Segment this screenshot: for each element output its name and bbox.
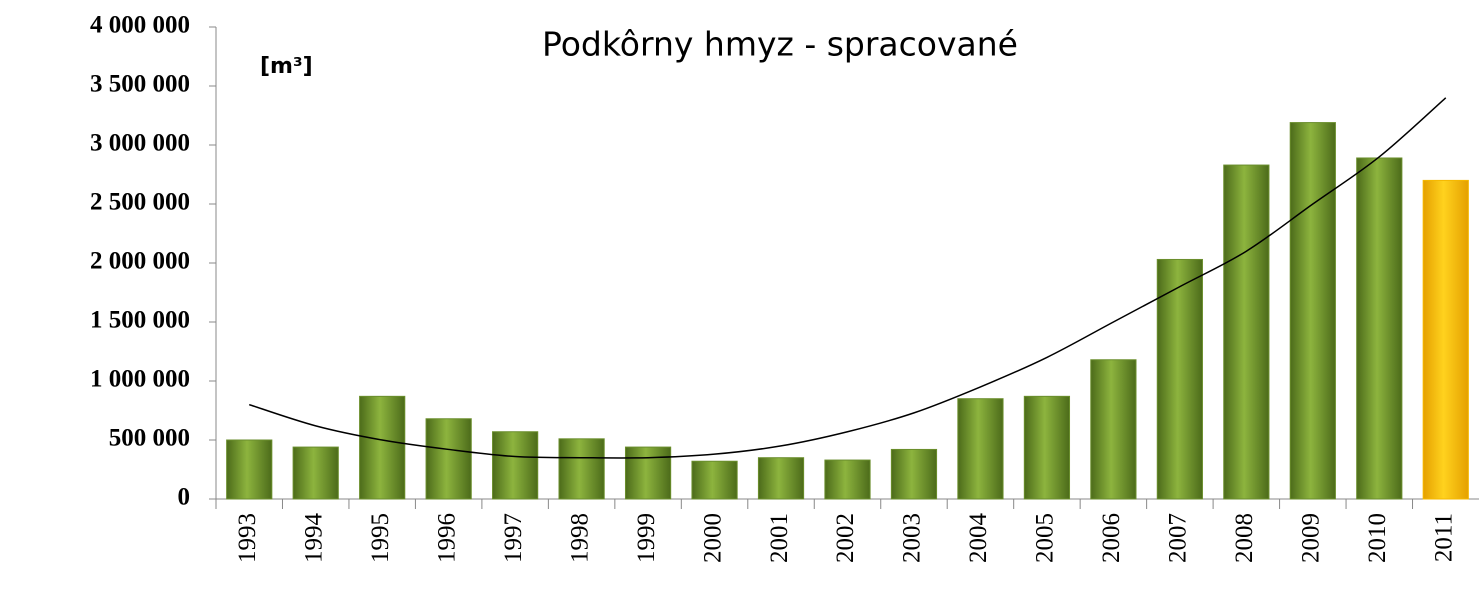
bar xyxy=(292,446,339,500)
x-tick-label: 2002 xyxy=(832,513,859,563)
bar xyxy=(558,438,605,500)
x-tick-label: 2007 xyxy=(1165,513,1192,563)
x-tick-label: 2000 xyxy=(699,513,726,563)
bar xyxy=(1090,359,1137,500)
bar xyxy=(492,431,539,500)
bar xyxy=(1289,122,1336,500)
y-tick-label: 3 000 000 xyxy=(90,130,190,157)
y-tick-label: 3 500 000 xyxy=(90,71,190,98)
y-tick-label: 2 000 000 xyxy=(90,248,190,275)
x-tick-label: 1999 xyxy=(633,513,660,563)
y-tick-label: 0 xyxy=(178,484,191,511)
x-tick-label: 2010 xyxy=(1364,513,1391,563)
x-tick-label: 2005 xyxy=(1032,513,1059,563)
y-tick-label: 2 500 000 xyxy=(90,189,190,216)
trend-line xyxy=(249,97,1447,459)
y-tick-label: 1 500 000 xyxy=(90,307,190,334)
x-tick-label: 1996 xyxy=(433,513,460,563)
x-tick-label: 2001 xyxy=(766,513,793,563)
x-tick-label: 2008 xyxy=(1231,513,1258,563)
bar xyxy=(1356,157,1403,500)
x-tick-label: 2004 xyxy=(965,513,992,564)
y-tick-label: 4 000 000 xyxy=(90,12,190,39)
bar xyxy=(757,457,805,500)
bar xyxy=(1023,395,1071,500)
bar xyxy=(824,459,871,500)
y-axis-label: [m³] xyxy=(260,54,313,79)
bar xyxy=(1156,258,1203,500)
y-tick-label: 1 000 000 xyxy=(90,366,190,393)
x-tick-label: 1993 xyxy=(234,513,261,563)
x-tick-label: 2009 xyxy=(1298,513,1325,563)
x-tick-label: 2006 xyxy=(1098,513,1125,563)
bar xyxy=(890,448,938,500)
x-tick-label: 1997 xyxy=(500,513,527,563)
x-tick-label: 1994 xyxy=(300,513,327,564)
x-tick-label: 2011 xyxy=(1430,513,1457,562)
bar xyxy=(226,439,273,500)
x-tick-label: 2003 xyxy=(899,513,926,563)
bar xyxy=(1422,179,1469,500)
bar xyxy=(425,418,472,500)
bar xyxy=(359,395,406,500)
bar xyxy=(624,446,672,500)
bar xyxy=(1223,164,1270,500)
chart-title: Podkôrny hmyz - spracované xyxy=(542,25,1018,64)
y-tick-label: 500 000 xyxy=(109,425,190,452)
bar xyxy=(957,398,1004,500)
bar xyxy=(691,460,738,500)
x-tick-label: 1998 xyxy=(566,513,593,563)
x-tick-label: 1995 xyxy=(367,513,394,563)
